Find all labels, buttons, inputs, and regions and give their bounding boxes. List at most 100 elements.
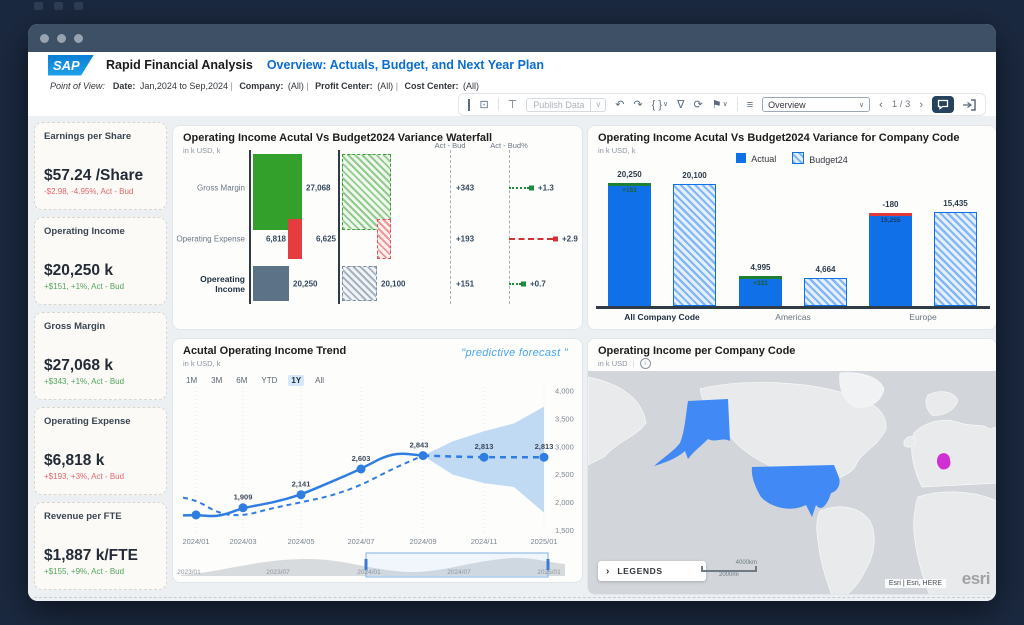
world-map[interactable] (588, 371, 996, 595)
forecast-point[interactable] (539, 452, 549, 462)
kpi-card-1[interactable]: Operating Income $20,250 k +$151, +1%, Act… (34, 217, 167, 305)
waterfall-chart[interactable]: Act - Bud Act - Bud% Gross Margin 27,068 +34… (173, 126, 582, 329)
toolbar-separator (497, 98, 499, 111)
range-button-1y[interactable]: 1Y (288, 375, 305, 386)
land-united-kingdom (903, 436, 917, 448)
waterfall-panel[interactable]: Operating Income Acutal Vs Budget2024 Va… (172, 125, 583, 330)
kpi-title: Gross Margin (44, 321, 106, 332)
col-header-act-bud-pct: Act - Bud% (490, 141, 528, 150)
budget-bar-0[interactable] (342, 154, 391, 230)
filter-icon[interactable]: ∇ (677, 98, 685, 111)
window-button-1[interactable] (40, 33, 49, 43)
actual-bar-0[interactable] (608, 183, 651, 306)
svg-text:2,603: 2,603 (352, 454, 371, 463)
publish-data-button[interactable]: Publish Data (526, 97, 591, 112)
svg-text:2025/01: 2025/01 (537, 569, 561, 576)
pov-value[interactable]: (All) (374, 80, 394, 91)
region-germany[interactable] (936, 453, 951, 470)
variance-pct-cap (521, 281, 526, 287)
range-button-1m[interactable]: 1M (186, 376, 198, 385)
predictive-forecast-note: "predictive forecast " (461, 347, 568, 359)
pov-label: Cost Center: (404, 80, 459, 91)
legends-button[interactable]: › LEGENDS (598, 561, 706, 581)
land-asia (588, 376, 647, 466)
budget-bar-2[interactable] (342, 266, 377, 301)
info-icon[interactable]: i (639, 358, 651, 369)
forecast-line[interactable] (422, 454, 545, 459)
esri-logo: esri (961, 569, 991, 588)
actual-line[interactable] (182, 452, 424, 518)
data-point[interactable] (238, 503, 248, 513)
redo-icon[interactable]: ↷ (633, 98, 643, 111)
land-north-america (699, 382, 887, 486)
data-point[interactable] (296, 490, 306, 500)
kpi-title: Revenue per FTE (44, 511, 122, 522)
expression-icon[interactable]: { } ∨ (651, 98, 669, 111)
region-united-states[interactable] (751, 465, 840, 517)
kpi-delta: +$155, +9%, Act - Bud (44, 567, 125, 576)
window-button-2[interactable] (57, 33, 66, 43)
next-page-icon[interactable]: › (919, 98, 923, 111)
kpi-card-2[interactable]: Gross Margin $27,068 k +$343, +1%, Act - B… (34, 312, 167, 400)
range-button-3m[interactable]: 3M (211, 376, 223, 385)
chevron-right-icon: › (606, 565, 610, 577)
window-button-3[interactable] (74, 33, 83, 43)
variance-pct-label: +1.3 (538, 183, 554, 193)
actual-bar-2[interactable] (253, 266, 289, 301)
range-button-all[interactable]: All (315, 376, 325, 385)
pin-icon[interactable]: ⊤ (507, 98, 518, 111)
save-icon[interactable]: ⊡ (479, 98, 489, 111)
actual-bar-1[interactable] (288, 219, 302, 259)
budget-top-label: 20,100 (682, 171, 707, 180)
pov-value[interactable]: (All) (460, 80, 480, 91)
publish-data-caret-icon[interactable]: ∨ (590, 97, 607, 112)
company-bar-panel[interactable]: Operating Income Acutal Vs Budget2024 Va… (587, 125, 996, 330)
prev-page-icon[interactable]: ‹ (879, 98, 883, 111)
page-select-dropdown[interactable]: Overview ∨ (762, 97, 871, 112)
map-panel[interactable]: Operating Income per Company Code in k U… (587, 338, 996, 595)
kpi-card-0[interactable]: Earnings per Share $57.24 /Share -$2.98, -… (34, 122, 167, 210)
data-point[interactable] (191, 510, 201, 520)
svg-text:2024/07: 2024/07 (447, 569, 471, 576)
text-cursor-icon[interactable] (468, 98, 471, 111)
exit-icon[interactable] (963, 98, 976, 111)
company-bar-title: Operating Income Acutal Vs Budget2024 Va… (598, 132, 960, 144)
kpi-card-4[interactable]: Revenue per FTE $1,887 k/FTE +$155, +9%, A… (34, 502, 167, 590)
slider-handle-left[interactable] (364, 559, 368, 570)
pov-value[interactable]: (All) (285, 80, 304, 91)
actual-bar-1[interactable] (739, 276, 782, 306)
legend-item[interactable]: Budget24 (792, 152, 848, 165)
data-point[interactable] (356, 464, 366, 474)
undo-icon[interactable]: ↶ (615, 98, 625, 111)
range-button-ytd[interactable]: YTD (261, 376, 278, 385)
budget-bar-1[interactable] (804, 278, 847, 306)
kpi-delta: +$151, +1%, Act - Bud (44, 282, 125, 291)
range-button-6m[interactable]: 6M (236, 376, 248, 385)
bookmark-icon[interactable]: ⚑ ∨ (711, 98, 728, 111)
kpi-value: $20,250 k (44, 262, 113, 279)
category-label: Europe (909, 312, 937, 322)
variance-cap (608, 183, 651, 186)
budget-bar-2[interactable] (934, 212, 977, 306)
legend-item[interactable]: Actual (736, 153, 776, 164)
pov-value[interactable]: Jan,2024 to Sep,2024 (137, 80, 228, 91)
kpi-delta: +$343, +1%, Act - Bud (44, 377, 125, 386)
budget-bar-0[interactable] (673, 184, 716, 306)
actual-bar-0[interactable] (253, 154, 302, 230)
page-list-icon[interactable]: ≡ (746, 98, 754, 111)
comment-button[interactable] (932, 96, 954, 113)
slider-handle-right[interactable] (546, 559, 550, 570)
actual-bar-2[interactable] (869, 213, 912, 306)
budget-bar-1[interactable] (377, 219, 391, 259)
kpi-card-3[interactable]: Operating Expense $6,818 k +$193, +3%, Act… (34, 407, 167, 495)
trend-panel[interactable]: 1,909 2,141 2,603 2,843 2,813 2,813 4,000 3,500… (172, 338, 583, 583)
company-bar-chart[interactable]: +151 20,250 20,100 All Company Code +331 4,99… (588, 126, 996, 329)
data-point[interactable] (418, 451, 428, 461)
region-alaska[interactable] (654, 399, 730, 466)
trend-chart[interactable]: 1,909 2,141 2,603 2,843 2,813 2,813 4,000 3,500… (173, 339, 583, 583)
refresh-icon[interactable]: ⟳ (693, 98, 703, 111)
forecast-point[interactable] (479, 452, 489, 462)
svg-text:2024/01: 2024/01 (357, 569, 381, 576)
land-europe (911, 419, 996, 488)
x-axis-line (596, 306, 990, 309)
